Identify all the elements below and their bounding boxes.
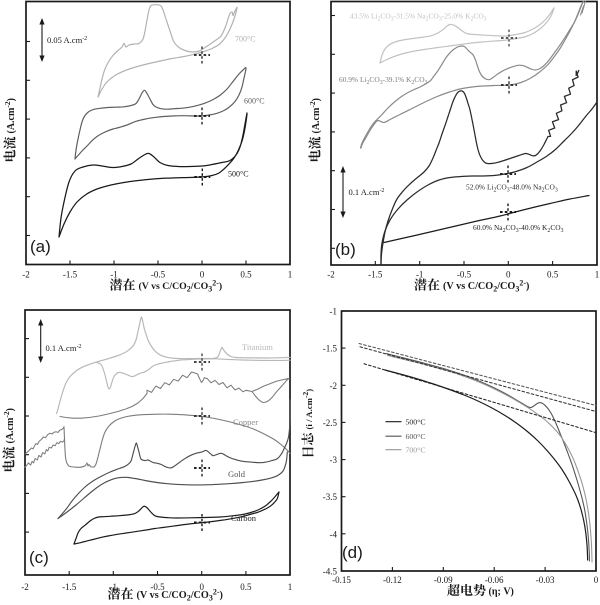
- svg-text:-0.5: -0.5: [457, 270, 472, 280]
- svg-text:-3.5: -3.5: [323, 492, 338, 502]
- svg-text:60.0% Na2​CO3​-40.0% K2​CO3​: 60.0% Na2​CO3​-40.0% K2​CO3​: [473, 223, 564, 234]
- svg-text:(A.cm-2): (A.cm-2): [308, 98, 322, 133]
- svg-text:(V vs C/CO2/CO32-): (V vs C/CO2/CO32-): [443, 279, 529, 294]
- svg-text:-1: -1: [110, 270, 118, 280]
- svg-text:0.5: 0.5: [240, 270, 252, 280]
- svg-text:-1.5: -1.5: [323, 344, 338, 354]
- svg-text:0.05 A.cm-2: 0.05 A.cm-2: [47, 35, 87, 45]
- svg-text:-0.03: -0.03: [536, 575, 555, 585]
- svg-text:(a): (a): [30, 237, 51, 256]
- svg-text:(V vs C/CO2/CO32-): (V vs C/CO2/CO32-): [137, 588, 223, 603]
- svg-text:0.1 A.cm-2: 0.1 A.cm-2: [46, 343, 82, 353]
- svg-text:-1: -1: [330, 307, 338, 317]
- svg-text:Titanium: Titanium: [242, 342, 273, 352]
- svg-text:-1: -1: [110, 582, 118, 592]
- svg-text:0: 0: [199, 582, 204, 592]
- svg-text:(i / A.cm-2): (i / A.cm-2): [301, 389, 314, 430]
- svg-text:(A.cm-2): (A.cm-2): [2, 408, 16, 443]
- svg-text:600°C: 600°C: [406, 432, 426, 441]
- svg-text:-1.5: -1.5: [368, 270, 383, 280]
- svg-text:43.5% Li2​CO3​-31.5% Na2​CO3​-: 43.5% Li2​CO3​-31.5% Na2​CO3​-25.0% K2​C…: [350, 12, 487, 23]
- svg-text:0: 0: [594, 575, 599, 585]
- svg-text:-4: -4: [330, 529, 338, 539]
- svg-text:(A.cm-2): (A.cm-2): [3, 98, 17, 133]
- svg-text:-0.5: -0.5: [150, 582, 165, 592]
- svg-text:-1.5: -1.5: [62, 582, 77, 592]
- svg-text:700°C: 700°C: [235, 35, 256, 44]
- svg-text:700°C: 700°C: [406, 446, 426, 455]
- svg-text:-2: -2: [327, 270, 335, 280]
- svg-text:-0.09: -0.09: [434, 575, 453, 585]
- svg-text:1: 1: [288, 582, 293, 592]
- svg-text:0: 0: [200, 270, 205, 280]
- svg-text:Gold: Gold: [228, 469, 246, 479]
- svg-text:-2.5: -2.5: [323, 418, 338, 428]
- svg-text:1: 1: [595, 270, 600, 280]
- svg-text:-0.12: -0.12: [383, 575, 402, 585]
- svg-text:-3: -3: [330, 455, 338, 465]
- svg-text:-0.5: -0.5: [151, 270, 166, 280]
- svg-text:1: 1: [288, 270, 293, 280]
- svg-text:-2: -2: [330, 381, 338, 391]
- svg-text:(V vs C/CO2/CO32-): (V vs C/CO2/CO32-): [139, 279, 223, 294]
- svg-text:(d): (d): [342, 543, 363, 562]
- svg-text:(b): (b): [335, 240, 356, 259]
- svg-text:0.5: 0.5: [547, 270, 559, 280]
- svg-text:Copper: Copper: [233, 417, 258, 427]
- svg-text:60.9% Li2​CO3​-39.1% K2​CO3​: 60.9% Li2​CO3​-39.1% K2​CO3​: [339, 75, 428, 86]
- svg-text:-2: -2: [22, 270, 30, 280]
- svg-text:52.0% Li2​CO3​-48.0% Na2​CO3​: 52.0% Li2​CO3​-48.0% Na2​CO3​: [466, 183, 558, 194]
- svg-text:(c): (c): [29, 548, 49, 567]
- svg-text:-4.5: -4.5: [323, 567, 338, 577]
- svg-text:Carbon: Carbon: [231, 513, 257, 523]
- svg-text:(η; V): (η; V): [489, 587, 514, 598]
- svg-text:-1.5: -1.5: [63, 270, 78, 280]
- svg-text:0: 0: [506, 270, 511, 280]
- svg-text:-2: -2: [21, 582, 29, 592]
- svg-text:-1: -1: [416, 270, 424, 280]
- svg-text:0.1 A.cm-2: 0.1 A.cm-2: [349, 187, 385, 197]
- svg-text:0.5: 0.5: [240, 582, 252, 592]
- svg-text:-0.15: -0.15: [332, 575, 351, 585]
- svg-text:500°C: 500°C: [228, 170, 249, 179]
- svg-text:600°C: 600°C: [244, 97, 265, 106]
- svg-text:500°C: 500°C: [406, 418, 426, 427]
- svg-text:-0.06: -0.06: [485, 575, 504, 585]
